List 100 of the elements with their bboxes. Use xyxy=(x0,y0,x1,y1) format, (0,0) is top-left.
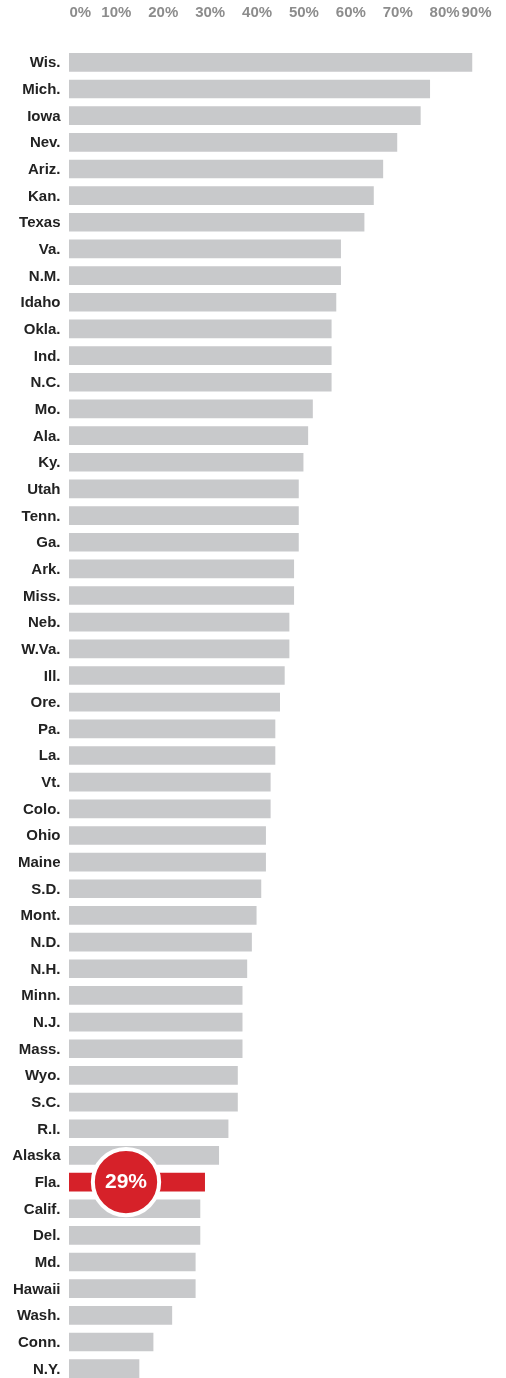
bar xyxy=(69,239,341,259)
bar xyxy=(69,506,299,525)
y-tick-label: Ga. xyxy=(36,533,61,551)
bar xyxy=(69,372,332,392)
y-tick-label: S.C. xyxy=(31,1093,61,1111)
y-tick-label: La. xyxy=(38,746,61,764)
y-tick-label: Idaho xyxy=(20,293,61,311)
y-tick-label: N.C. xyxy=(30,373,61,391)
y-tick-label: Alaska xyxy=(12,1146,62,1164)
bar xyxy=(69,799,271,819)
y-tick-label: Hawaii xyxy=(12,1279,61,1297)
y-tick-label: Mass. xyxy=(18,1039,61,1057)
y-tick-label: S.D. xyxy=(31,879,61,897)
bar xyxy=(69,319,332,339)
bar xyxy=(69,426,309,445)
y-tick-label: N.D. xyxy=(30,933,61,951)
y-tick-label: Fla. xyxy=(34,1173,61,1191)
bar xyxy=(69,1252,196,1272)
x-tick-label: 0% xyxy=(69,2,92,20)
bar xyxy=(69,719,276,739)
bar xyxy=(69,666,285,685)
bar xyxy=(69,1279,196,1299)
x-tick-label: 70% xyxy=(382,2,413,20)
y-tick-label: Iowa xyxy=(27,106,62,124)
y-tick-label: Texas xyxy=(19,213,61,231)
y-tick-label: Wash. xyxy=(16,1306,61,1324)
bar xyxy=(69,479,299,499)
y-tick-label: N.M. xyxy=(28,266,61,284)
bar xyxy=(69,826,266,845)
bar xyxy=(69,1012,243,1032)
y-tick-label: Kan. xyxy=(27,186,61,204)
bar xyxy=(69,1332,154,1352)
y-tick-label: N.J. xyxy=(32,1013,61,1031)
y-tick-label: Minn. xyxy=(21,986,61,1004)
y-tick-label: Mo. xyxy=(34,399,61,417)
y-tick-label: Ore. xyxy=(30,693,61,711)
bar xyxy=(69,852,266,872)
y-tick-label: Ala. xyxy=(32,426,61,444)
y-tick-label: Mich. xyxy=(22,79,61,97)
bar xyxy=(69,1092,238,1112)
bar xyxy=(69,612,290,632)
bar xyxy=(69,132,398,152)
bar xyxy=(69,906,257,925)
x-tick-label: 20% xyxy=(148,2,179,20)
y-tick-label: Tenn. xyxy=(21,506,61,524)
bar xyxy=(69,586,295,605)
data-label: 29% xyxy=(104,1169,148,1193)
bar xyxy=(69,79,431,99)
bar xyxy=(69,1226,201,1245)
bar xyxy=(69,1119,229,1139)
y-tick-label: Utah xyxy=(27,479,61,497)
x-tick-label: 40% xyxy=(242,2,273,20)
bar xyxy=(69,106,421,125)
bar xyxy=(69,159,384,179)
y-tick-label: Wyo. xyxy=(24,1066,61,1084)
y-tick-label: Va. xyxy=(38,239,61,257)
bar xyxy=(69,772,271,792)
y-tick-label: Miss. xyxy=(22,586,61,604)
y-tick-label: Ind. xyxy=(33,346,61,364)
y-tick-label: Neb. xyxy=(27,613,61,631)
y-tick-label: N.Y. xyxy=(32,1359,61,1377)
bar xyxy=(69,532,299,552)
y-tick-label: N.H. xyxy=(30,959,61,977)
y-tick-label: Nev. xyxy=(29,133,61,151)
bar xyxy=(69,879,262,899)
y-tick-label: Ohio xyxy=(26,826,61,844)
bar xyxy=(69,1066,238,1085)
y-tick-label: Wis. xyxy=(29,53,61,71)
bar xyxy=(69,1306,173,1325)
bar xyxy=(69,212,365,232)
bar xyxy=(69,266,341,285)
bar xyxy=(69,399,313,419)
bar xyxy=(69,746,276,765)
y-tick-label: Del. xyxy=(32,1226,61,1244)
bar xyxy=(69,452,304,472)
y-tick-label: R.I. xyxy=(37,1119,61,1137)
y-tick-label: Conn. xyxy=(18,1333,61,1351)
x-tick-label: 10% xyxy=(101,2,132,20)
y-tick-label: Ky. xyxy=(38,453,61,471)
y-tick-label: Maine xyxy=(17,853,61,871)
bar xyxy=(69,1039,243,1059)
bar xyxy=(69,346,332,365)
bar xyxy=(69,932,252,952)
y-tick-label: Vt. xyxy=(41,773,61,791)
x-tick-label: 80% xyxy=(429,2,460,20)
x-tick-label: 30% xyxy=(195,2,226,20)
bar xyxy=(69,639,290,659)
y-tick-label: Mont. xyxy=(20,906,61,924)
y-tick-label: Calif. xyxy=(23,1199,61,1217)
y-tick-label: Colo. xyxy=(23,799,61,817)
x-tick-label: 50% xyxy=(288,2,319,20)
bar xyxy=(69,1359,140,1378)
bar xyxy=(69,53,473,72)
y-tick-label: Ark. xyxy=(31,559,61,577)
x-tick-label: 90% xyxy=(461,2,492,20)
bar xyxy=(69,959,248,979)
bar xyxy=(69,559,295,579)
bar xyxy=(69,692,280,712)
y-tick-label: Md. xyxy=(34,1253,61,1271)
y-tick-label: Ariz. xyxy=(27,159,61,177)
